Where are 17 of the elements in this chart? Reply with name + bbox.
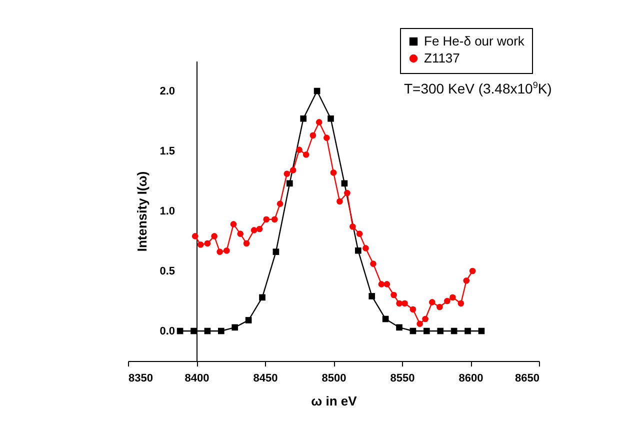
x-tick-label: 8400 bbox=[184, 372, 210, 384]
x-tick-label: 8450 bbox=[253, 372, 278, 384]
y-tick-label: 0.5 bbox=[160, 266, 175, 278]
y-tick-label: 2.0 bbox=[160, 86, 175, 98]
y-tick-label: 1.5 bbox=[160, 146, 175, 158]
x-axis-title: ω in eV bbox=[311, 394, 358, 408]
x-tick-label: 8550 bbox=[390, 372, 415, 384]
y-tick-label: 0.0 bbox=[160, 326, 175, 338]
x-tick-label: 8500 bbox=[322, 372, 346, 384]
annotation: T=300 KeV (3.48x10$^{9}$K) bbox=[404, 80, 552, 97]
x-tick-label: 8600 bbox=[458, 372, 484, 384]
x-tick-label: 8650 bbox=[515, 372, 540, 384]
x-tick-label: 8350 bbox=[128, 372, 153, 384]
y-tick-label: 1.0 bbox=[160, 206, 175, 218]
legend-label: Fe He-δ our work bbox=[424, 34, 525, 48]
y-axis-title: Intensity I(ω) bbox=[134, 171, 150, 252]
legend-label: Z1137 bbox=[424, 50, 460, 66]
